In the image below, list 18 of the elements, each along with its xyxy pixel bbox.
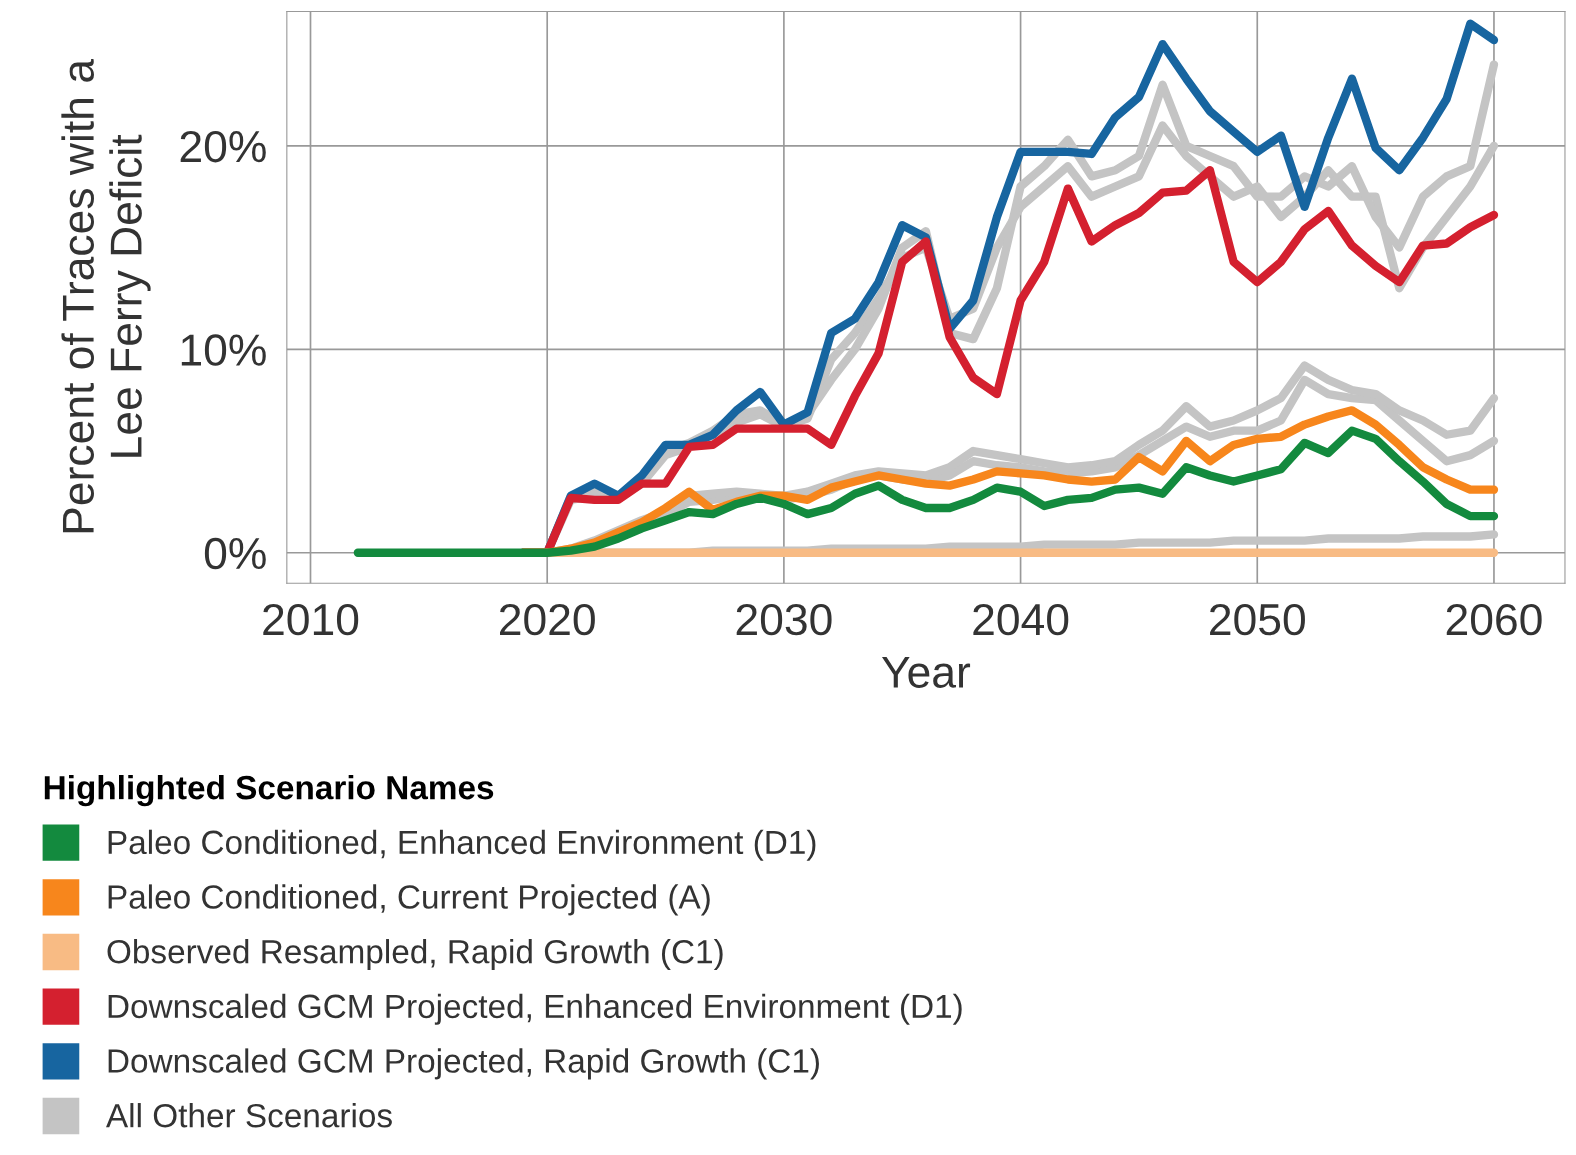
x-tick-label: 2060 (1446, 603, 1542, 636)
x-axis-title: Year (881, 656, 971, 688)
legend-title: Highlighted Scenario Names (44, 774, 494, 807)
legend-label: Downscaled GCM Projected, Enhanced Environment (D1) (108, 993, 962, 1025)
y-tick-label: 20% (180, 130, 266, 163)
legend-label: Observed Resampled, Rapid Growth (C1) (107, 939, 723, 971)
legend-label: Paleo Conditioned, Current Projected (A) (108, 884, 710, 916)
x-tick-label: 2040 (973, 603, 1069, 636)
x-tick-label: 2020 (500, 603, 595, 636)
x-tick-label: 2010 (263, 603, 359, 636)
x-tick-label: 2050 (1210, 603, 1305, 636)
legend-label: Paleo Conditioned, Enhanced Environment (D1) (108, 829, 816, 861)
y-tick-label: 0% (204, 537, 266, 570)
legend-label: Downscaled GCM Projected, Rapid Growth (C1) (108, 1048, 819, 1080)
x-tick-label: 2030 (736, 603, 832, 636)
y-tick-label: 10% (181, 334, 266, 366)
y-axis-title: Percent of Traces with a Lee Ferry Deficit (61, 59, 151, 533)
legend-label: All Other Scenarios (106, 1103, 392, 1128)
